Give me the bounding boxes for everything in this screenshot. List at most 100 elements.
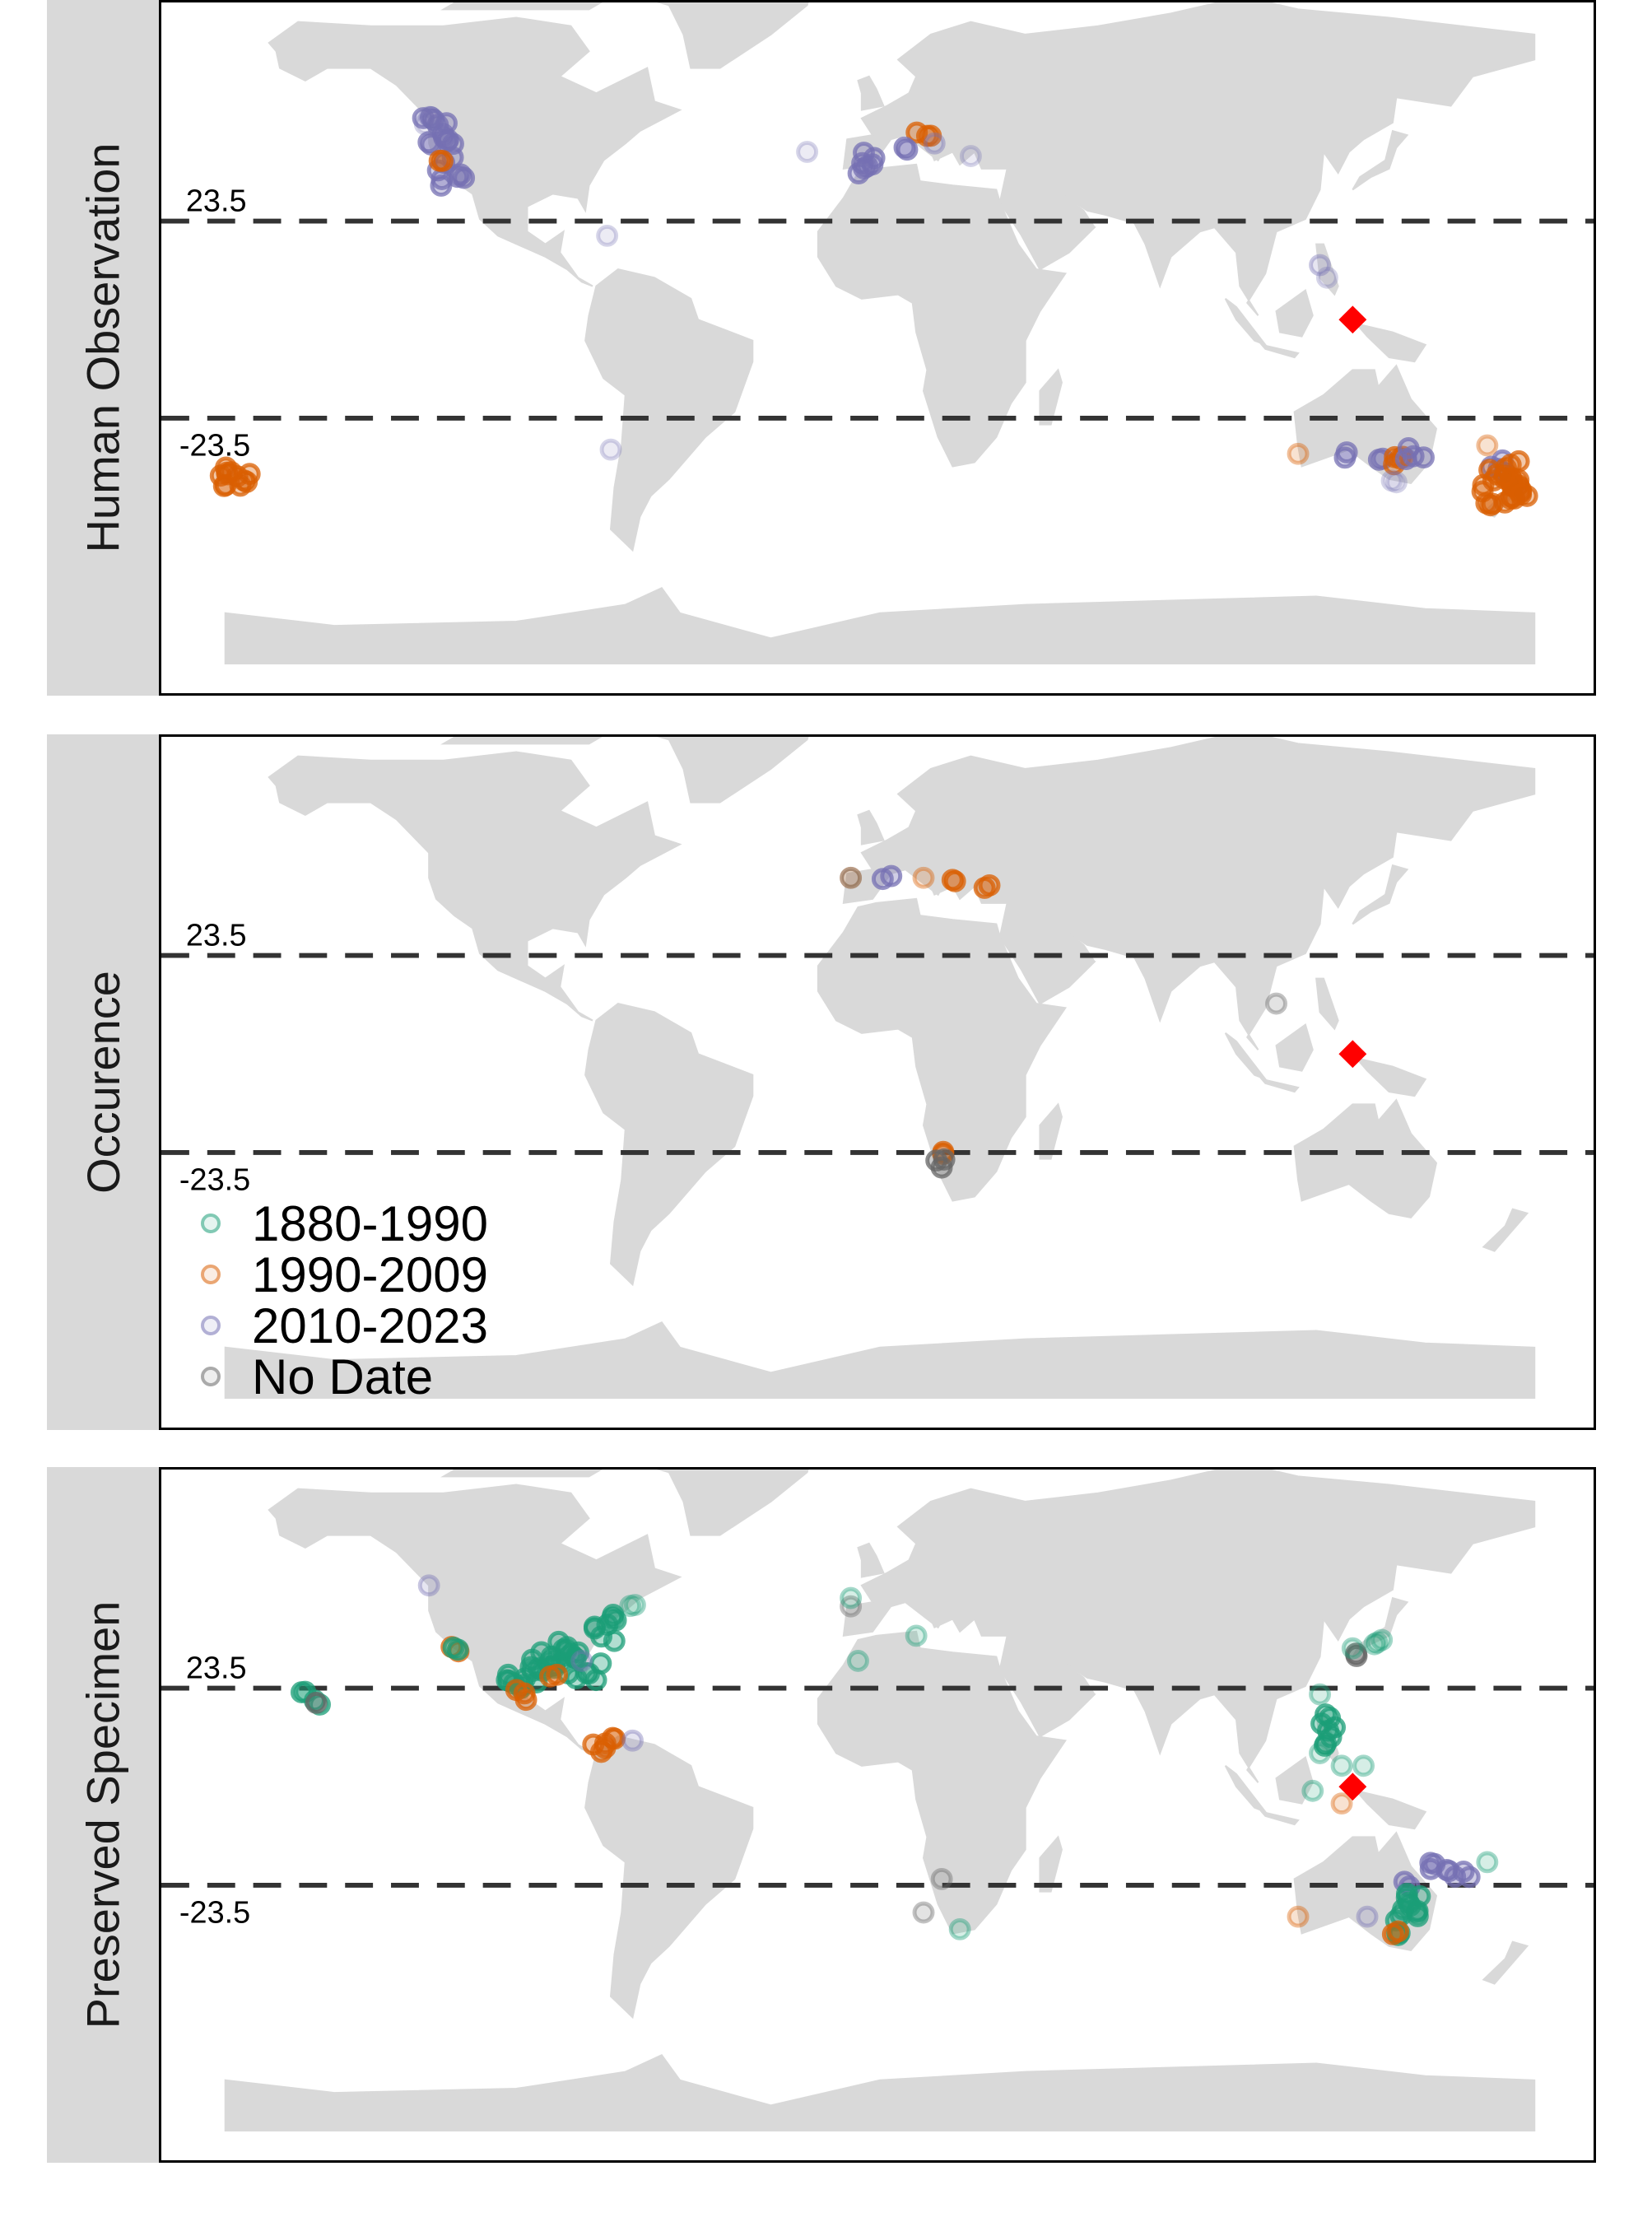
landmass [1315, 243, 1339, 296]
type-locality-marker [1338, 305, 1367, 334]
landmass [857, 1542, 885, 1578]
facet-label: Preserved Specimen [77, 1600, 129, 2029]
legend-label: No Date [252, 1349, 434, 1404]
legend-label: 2010-2023 [252, 1297, 488, 1353]
landmass [440, 1470, 603, 1478]
landmass [268, 1484, 682, 1754]
occurrence-point [1309, 1683, 1332, 1706]
tropic-south-label: -23.5 [179, 1896, 250, 1931]
occurrence-point [431, 150, 454, 172]
world-map: 23.5 -23.5 [161, 737, 1594, 1399]
landmass [857, 75, 885, 111]
occurrence-point [596, 224, 619, 247]
landmass [584, 1003, 754, 1287]
occurrence-point [943, 870, 966, 892]
occurrence-point [973, 877, 996, 899]
legend-swatch [201, 1367, 221, 1386]
world-map: 23.5 -23.5 [161, 2, 1594, 664]
occurrence-point [896, 138, 919, 161]
occurrence-point [840, 866, 863, 889]
occurrence-point [847, 1650, 869, 1672]
world-map: 23.5 -23.5 [161, 1470, 1594, 2131]
landmass [224, 2053, 1536, 2131]
landmass [1006, 193, 1096, 271]
occurrence-point [1476, 434, 1499, 457]
occurrence-point [1384, 471, 1408, 494]
occurrence-point [1356, 1905, 1379, 1928]
occurrence-point [599, 438, 622, 461]
occurrence-point [925, 1149, 948, 1172]
tropic-north-label: 23.5 [186, 1651, 247, 1686]
occurrence-point [923, 132, 946, 155]
landmass-group [224, 1470, 1536, 2131]
landmass [1006, 1660, 1096, 1738]
occurrence-point [912, 1901, 935, 1924]
occurrence-point [1452, 1861, 1475, 1883]
occurrence-point [570, 1650, 593, 1672]
landmass [656, 1470, 809, 1536]
landmass [1259, 1078, 1300, 1093]
occurrence-point [1324, 1716, 1347, 1739]
occurrence-point [919, 124, 942, 147]
occurrence-point [539, 1665, 561, 1688]
landmass [842, 1470, 1536, 1783]
occurrence-point [214, 473, 237, 496]
occurrence-point [621, 1729, 644, 1752]
facet-label: Human Observation [77, 142, 129, 553]
occurrence-point [959, 145, 982, 167]
landmass [1354, 1056, 1427, 1097]
landmass [1352, 129, 1409, 191]
landmass [1354, 1789, 1427, 1830]
occurrence-point [1387, 1920, 1409, 1943]
occurrence-point [601, 1726, 624, 1749]
landmass [817, 1630, 1068, 1935]
occurrence-point [796, 141, 819, 163]
landmass-group [224, 737, 1536, 1399]
landmass [440, 737, 603, 745]
occurrence-point [1341, 1637, 1364, 1660]
landmass [1275, 1023, 1314, 1072]
tropic-north-label: 23.5 [186, 919, 247, 953]
occurrence-point [1287, 442, 1310, 465]
occurrence-point [1301, 1779, 1324, 1802]
occurrence-point [575, 1661, 598, 1684]
occurrence-point [418, 105, 441, 128]
landmass [1224, 1032, 1268, 1082]
legend-item-no-date: No Date [189, 1349, 488, 1404]
landmass [1293, 1098, 1438, 1219]
tropic-south-label: -23.5 [179, 429, 250, 464]
map-panel-human-observation: 23.5 -23.5 [159, 0, 1596, 696]
landmass [224, 1321, 1536, 1399]
points-group [840, 864, 1287, 1179]
occurrence-point [1309, 1742, 1332, 1764]
legend: 1880-1990 1990-2009 2010-2023 No Date [189, 1195, 488, 1404]
occurrence-point [603, 1629, 626, 1652]
occurrence-point [840, 1595, 863, 1618]
occurrence-point [1330, 1754, 1353, 1777]
occurrence-point [413, 113, 436, 136]
occurrence-point [602, 1604, 625, 1626]
legend-swatch [201, 1316, 221, 1335]
legend-item-1880-1990: 1880-1990 [189, 1195, 488, 1251]
occurrence-point [583, 1617, 606, 1640]
landmass [1352, 864, 1409, 925]
landmass [1039, 368, 1063, 426]
occurrence-point [1510, 483, 1533, 506]
landmass [1039, 1835, 1063, 1893]
landmass-group [224, 2, 1536, 664]
landmass [440, 2, 603, 11]
landmass [1354, 322, 1427, 363]
landmass [656, 737, 809, 804]
points-group [290, 1574, 1499, 1946]
occurrence-point [417, 131, 440, 154]
landmass [1224, 1765, 1268, 1814]
occurrence-point [1315, 1732, 1338, 1755]
landmass [1482, 1940, 1529, 1985]
tropic-south-label: -23.5 [179, 1163, 250, 1198]
landmass [1352, 1596, 1409, 1658]
occurrence-point [563, 1646, 586, 1669]
occurrence-point [871, 868, 894, 891]
landmass [1224, 298, 1268, 347]
legend-label: 1880-1990 [252, 1195, 488, 1251]
occurrence-point [1402, 445, 1425, 468]
